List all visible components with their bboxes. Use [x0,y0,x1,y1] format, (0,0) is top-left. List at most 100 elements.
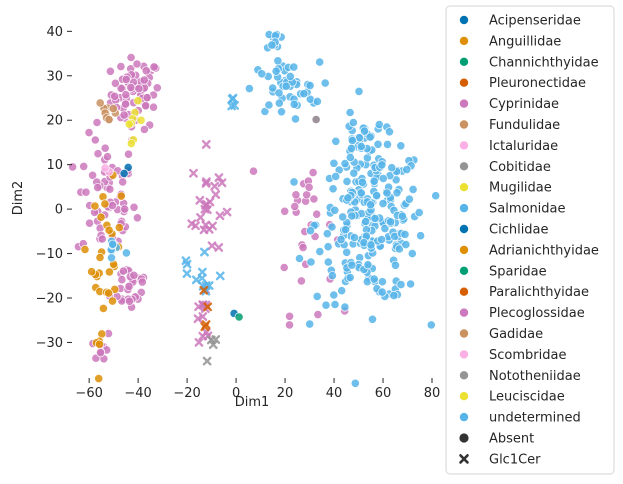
legend-marker [458,98,469,109]
x-tick-label: −20 [173,386,200,401]
data-point-salmonidae [323,257,333,267]
legend-label: Cobitidae [489,160,551,175]
data-point-cyprinidae [105,184,115,194]
legend-marker [459,433,469,443]
data-point-salmonidae [321,300,331,310]
y-tick-label: 40 [46,25,63,40]
legend-item: Absent [459,432,534,447]
data-point-cyprinidae [90,135,100,145]
data-point-salmonidae [268,83,278,93]
axes: −60 −40 −20 0 20 40 60 80 −30 −20 −10 0 10 20 30 40 [36,25,441,401]
legend-label: Anguillidae [489,34,561,49]
legend-label: undetermined [489,411,581,426]
legend-item: Gadidae [458,327,543,342]
data-point-salmonidae [273,56,283,66]
data-point-salmonidae [257,69,267,79]
data-point-salmonidae [299,89,309,99]
data-point-anguillidae [80,244,90,255]
data-point-salmonidae [369,176,379,186]
legend-label: Adrianichthyidae [489,243,599,258]
legend-marker [458,77,469,88]
legend-item: Scombridae [458,348,566,363]
data-point-cyprinidae [124,281,134,291]
data-point-cyprinidae [308,168,318,178]
data-point-cobitidae [311,114,321,125]
legend-item: Anguillidae [458,34,561,49]
data-point-salmonidae [408,184,418,194]
legend-marker [458,412,469,423]
data-point-cyprinidae [313,309,323,320]
legend-marker [458,203,469,214]
data-point-cyprinidae [96,348,106,358]
scatter-points [68,29,441,388]
legend: Acipenseridae Anguillidae Channichthyidae P… [445,5,615,475]
data-point-salmonidae [366,240,376,250]
data-point-channichthyidae [234,312,244,322]
data-point-cyprinidae [81,187,91,197]
data-point-anguillidae [94,373,104,384]
legend-marker [458,14,469,25]
data-point-salmonidae [397,211,407,221]
y-tick-label: 10 [46,158,63,173]
data-point-salmonidae [400,229,410,239]
data-point-salmonidae [315,247,325,257]
data-point-salmonidae [348,117,358,128]
data-point-salmonidae [369,274,379,284]
legend-label: Sparidae [489,264,547,279]
data-point-salmonidae [306,257,316,267]
data-point-cyprinidae-glc1cer [193,314,203,324]
data-point-cyprinidae [132,59,142,69]
data-point-cyprinidae [309,194,319,204]
data-point-cyprinidae [79,161,89,171]
x-tick-label: 40 [326,386,343,401]
legend-label: Scombridae [489,348,566,363]
data-point-cyprinidae [119,110,129,120]
data-point-salmonidae [281,81,291,91]
legend-item: Acipenseridae [458,14,581,29]
data-point-salmonidae [396,141,406,151]
data-point-cyprinidae [290,201,300,212]
data-point-salmonidae [407,249,417,259]
data-point-cyprinidae-glc1cer [215,211,225,221]
data-point-cyprinidae [118,266,129,276]
legend-marker-x [459,454,469,464]
data-point-mugilidae [126,139,136,149]
data-point-cyprinidae [141,101,151,111]
data-point-salmonidae [342,176,352,186]
data-point-anguillidae [90,201,100,211]
legend-marker [458,391,469,402]
data-point-cyprinidae [142,93,152,103]
data-point-nototheniidae-glc1cer [202,356,212,366]
legend-label: Acipenseridae [489,14,581,29]
data-point-pleuronectidae-glc1cer [200,322,210,332]
data-point-salmonidae [377,287,387,297]
data-point-anguillidae [116,191,126,201]
data-point-cyprinidae [149,62,159,72]
data-point-cyprinidae [141,66,151,76]
data-point-cyprinidae-glc1cer [210,181,220,191]
data-point-anguillidae [104,267,115,277]
x-axis-label: Dim1 [235,395,270,410]
data-point-cyprinidae [304,182,314,192]
data-point-cyprinidae [291,190,301,200]
data-point-cyprinidae-glc1cer [198,312,208,321]
legend-label: Fundulidae [489,118,560,133]
y-tick-label: 30 [46,69,63,84]
data-point-salmonidae [337,286,347,296]
data-point-salmonidae [376,234,387,245]
data-point-salmonidae [382,188,392,198]
data-point-anguillidae [94,339,105,349]
data-point-cyprinidae [139,75,149,85]
data-point-cyprinidae-glc1cer [187,219,197,229]
data-point-cyprinidae-glc1cer [217,178,227,188]
legend-label: Glc1Cer [489,452,541,467]
data-point-salmonidae [305,319,315,329]
data-point-cyprinidae-glc1cer [208,221,217,231]
data-point-salmonidae [373,139,383,149]
legend-marker [458,161,469,172]
data-point-cyprinidae-glc1cer [202,199,212,209]
data-point-salmonidae [390,260,401,270]
data-point-nototheniidae-glc1cer [208,340,218,350]
data-point-cyprinidae [124,296,135,306]
data-point-acipenseridae [119,168,129,178]
